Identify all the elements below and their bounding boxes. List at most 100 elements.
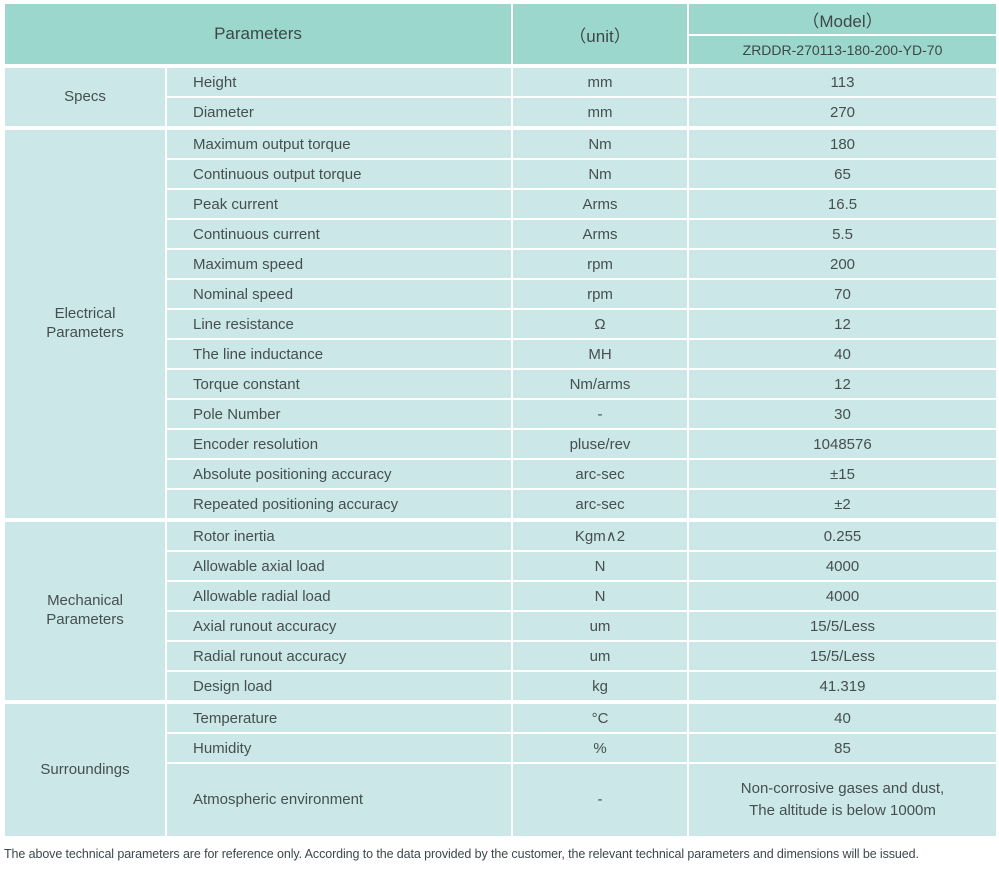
- param-cell: Pole Number: [165, 398, 513, 430]
- table-row: Maximum speed rpm 200: [4, 248, 998, 280]
- value-cell: 12: [687, 308, 998, 340]
- param-cell: Allowable axial load: [165, 550, 513, 582]
- unit-header: （unit）: [511, 2, 689, 67]
- table-row: Electrical Parameters Maximum output torq…: [3, 126, 998, 521]
- unit-cell: Arms: [511, 188, 689, 220]
- param-cell: Temperature: [165, 700, 513, 734]
- unit-cell: °C: [511, 700, 689, 734]
- unit-cell: Ω: [511, 308, 689, 340]
- table-row: Continuous current Arms 5.5: [4, 218, 998, 250]
- param-cell: Humidity: [165, 732, 513, 764]
- table-row: Peak current Arms 16.5: [4, 188, 998, 220]
- table-row: Radial runout accuracy um 15/5/Less: [4, 640, 998, 672]
- unit-cell: -: [511, 398, 689, 430]
- table-row: Specs Height mm 113: [3, 64, 998, 129]
- param-cell: Continuous output torque: [165, 158, 513, 190]
- param-cell: Repeated positioning accuracy: [165, 488, 513, 521]
- unit-cell: kg: [511, 670, 689, 703]
- unit-cell: mm: [511, 96, 689, 129]
- value-cell: 70: [687, 278, 998, 310]
- value-cell: ±2: [687, 488, 998, 521]
- unit-cell: N: [511, 580, 689, 612]
- value-cell: 65: [687, 158, 998, 190]
- unit-cell: um: [511, 640, 689, 672]
- table-row: Line resistance Ω 12: [4, 308, 998, 340]
- param-cell: Atmospheric environment: [165, 762, 513, 838]
- table-row: Humidity% 85: [4, 732, 998, 764]
- table-row: Continuous output torque Nm 65: [4, 158, 998, 190]
- model-number: ZRDDR-270113-180-200-YD-70: [687, 34, 998, 67]
- value-cell: 270: [687, 96, 998, 129]
- value-cell: 30: [687, 398, 998, 430]
- param-cell: Torque constant: [165, 368, 513, 400]
- unit-cell: Nm/arms: [511, 368, 689, 400]
- value-cell: 4000: [687, 550, 998, 582]
- group-cell-electrical: Electrical Parameters: [3, 126, 167, 521]
- value-cell: 40: [687, 338, 998, 370]
- param-cell: Maximum output torque: [165, 126, 513, 160]
- unit-cell: rpm: [511, 248, 689, 280]
- unit-cell: Arms: [511, 218, 689, 250]
- param-cell: Peak current: [165, 188, 513, 220]
- table-row: Allowable radial load N 4000: [4, 580, 998, 612]
- table-row: Diameter mm 270: [4, 96, 998, 129]
- unit-cell: mm: [511, 64, 689, 98]
- unit-cell: MH: [511, 338, 689, 370]
- header-row-2: ZRDDR-270113-180-200-YD-70: [4, 34, 998, 67]
- param-cell: Diameter: [165, 96, 513, 129]
- value-cell: 16.5: [687, 188, 998, 220]
- table-row: Encoder resolution pluse/rev 1048576: [4, 428, 998, 460]
- value-cell: ±15: [687, 458, 998, 490]
- value-cell: 180: [687, 126, 998, 160]
- value-cell: 15/5/Less: [687, 610, 998, 642]
- value-cell: 5.5: [687, 218, 998, 250]
- param-cell: Maximum speed: [165, 248, 513, 280]
- table-header: Parameters （unit） （Model） ZRDDR-270113-1…: [3, 2, 998, 67]
- unit-cell: arc-sec: [511, 458, 689, 490]
- unit-cell: um: [511, 610, 689, 642]
- param-cell: Allowable radial load: [165, 580, 513, 612]
- header-row-1: Parameters （unit） （Model）: [3, 2, 998, 67]
- table-row: Atmospheric environment - Non-corrosive ga…: [4, 762, 998, 838]
- param-cell: Absolute positioning accuracy: [165, 458, 513, 490]
- unit-cell: Nm: [511, 158, 689, 190]
- param-cell: Line resistance: [165, 308, 513, 340]
- table-row: Allowable axial load N 4000: [4, 550, 998, 582]
- table-row: Torque constant Nm/arms 12: [4, 368, 998, 400]
- value-cell: 41.319: [687, 670, 998, 703]
- param-cell: Height: [165, 64, 513, 98]
- value-cell: 113: [687, 64, 998, 98]
- group-cell-surroundings: Surroundings: [3, 700, 167, 838]
- spec-table: Parameters （unit） （Model） ZRDDR-270113-1…: [3, 2, 998, 838]
- parameters-header: Parameters: [3, 2, 513, 67]
- value-cell: 40: [687, 700, 998, 734]
- value-cell: 4000: [687, 580, 998, 612]
- param-cell: Design load: [165, 670, 513, 703]
- param-cell: Axial runout accuracy: [165, 610, 513, 642]
- table-row: Axial runout accuracy um 15/5/Less: [4, 610, 998, 642]
- value-cell: 15/5/Less: [687, 640, 998, 672]
- param-cell: Encoder resolution: [165, 428, 513, 460]
- group-cell-specs: Specs: [3, 64, 167, 129]
- unit-cell: N: [511, 550, 689, 582]
- unit-cell: arc-sec: [511, 488, 689, 521]
- value-cell: 1048576: [687, 428, 998, 460]
- table-row: Repeated positioning accuracy arc-sec ±2: [4, 488, 998, 521]
- value-cell: 200: [687, 248, 998, 280]
- table-row: Design load kg 41.319: [4, 670, 998, 703]
- value-cell: 12: [687, 368, 998, 400]
- unit-cell: rpm: [511, 278, 689, 310]
- unit-cell: %: [511, 732, 689, 764]
- unit-cell: -: [511, 762, 689, 838]
- value-cell: 85: [687, 732, 998, 764]
- footer-note: The above technical parameters are for r…: [4, 847, 919, 861]
- table-row: Nominal speed rpm 70: [4, 278, 998, 310]
- value-cell: Non-corrosive gases and dust, The altitu…: [687, 762, 998, 838]
- unit-cell: Kgm∧2: [511, 518, 689, 552]
- table-row: The line inductance MH 40: [4, 338, 998, 370]
- param-cell: Radial runout accuracy: [165, 640, 513, 672]
- table-row: Absolute positioning accuracy arc-sec ±15: [4, 458, 998, 490]
- table-row: Surroundings Temperature °C 40: [3, 700, 998, 838]
- table-row: Mechanical Parameters Rotor inertia Kgm∧2 0…: [3, 518, 998, 703]
- unit-cell: pluse/rev: [511, 428, 689, 460]
